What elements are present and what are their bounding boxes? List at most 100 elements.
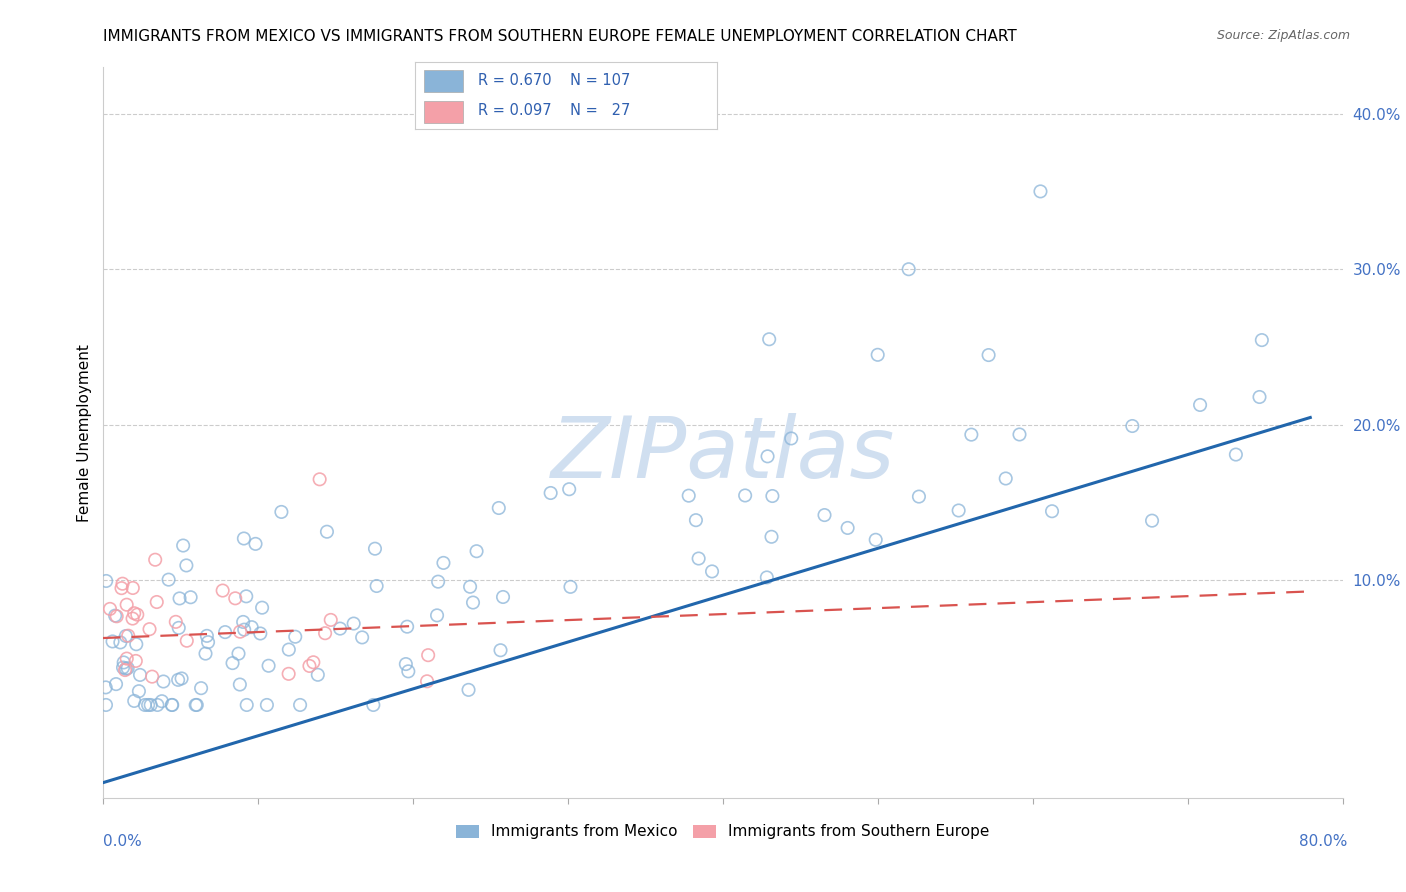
Point xyxy=(104,608,127,623)
Legend: Immigrants from Mexico, Immigrants from Southern Europe: Immigrants from Mexico, Immigrants from … xyxy=(450,818,995,846)
Point xyxy=(150,694,173,708)
Point xyxy=(111,576,134,591)
Point xyxy=(277,642,299,657)
Point xyxy=(1250,333,1272,347)
Point xyxy=(114,663,136,677)
Point xyxy=(139,698,162,712)
Point xyxy=(363,698,385,712)
Point xyxy=(492,590,515,604)
Point xyxy=(461,595,484,609)
Point xyxy=(308,472,330,486)
Point xyxy=(284,630,307,644)
Point xyxy=(96,574,118,588)
Point xyxy=(558,482,581,496)
Point xyxy=(489,643,512,657)
Point xyxy=(110,635,132,649)
Point xyxy=(125,654,148,668)
Point xyxy=(232,532,254,546)
Point xyxy=(1029,185,1052,199)
Point xyxy=(758,332,780,346)
Point xyxy=(416,674,439,689)
Point xyxy=(540,486,562,500)
Point xyxy=(560,580,582,594)
Point xyxy=(101,634,124,648)
Point xyxy=(314,626,336,640)
Point xyxy=(176,633,198,648)
Point xyxy=(685,513,707,527)
Point xyxy=(214,625,236,640)
Text: R = 0.670    N = 107: R = 0.670 N = 107 xyxy=(478,73,631,88)
Point xyxy=(257,658,280,673)
Point xyxy=(186,698,208,712)
Point xyxy=(122,606,145,620)
Point xyxy=(160,698,183,712)
Point xyxy=(678,489,700,503)
Point xyxy=(343,616,366,631)
Point xyxy=(780,432,803,446)
Point xyxy=(249,626,271,640)
Point xyxy=(167,673,190,687)
Point xyxy=(229,624,252,639)
Point xyxy=(180,591,202,605)
Point xyxy=(195,629,218,643)
Point xyxy=(761,489,783,503)
Point xyxy=(94,698,117,712)
Point xyxy=(1008,427,1031,442)
Point xyxy=(1225,448,1247,462)
Point xyxy=(688,551,710,566)
Point xyxy=(115,629,138,643)
Point xyxy=(160,698,183,712)
Point xyxy=(194,647,217,661)
Point xyxy=(117,629,139,643)
Point xyxy=(465,544,488,558)
Point xyxy=(396,665,419,679)
Point xyxy=(250,600,273,615)
Point xyxy=(298,659,321,673)
Point xyxy=(457,682,479,697)
Point xyxy=(366,579,388,593)
Point xyxy=(122,694,145,708)
Point xyxy=(418,648,440,662)
Point xyxy=(129,668,152,682)
Point xyxy=(364,541,387,556)
Point xyxy=(302,655,325,669)
Point xyxy=(143,552,166,566)
Point xyxy=(233,623,256,637)
Point xyxy=(866,348,889,362)
Point xyxy=(395,657,418,671)
Point xyxy=(813,508,835,522)
Point xyxy=(98,602,121,616)
Point xyxy=(117,661,139,675)
Point xyxy=(240,620,263,634)
Point xyxy=(948,503,970,517)
Point xyxy=(977,348,1000,362)
Point xyxy=(256,698,278,712)
Point xyxy=(228,647,250,661)
Point xyxy=(134,698,156,712)
Point xyxy=(1249,390,1271,404)
Point xyxy=(908,490,931,504)
Point xyxy=(112,660,135,674)
Point xyxy=(105,609,128,624)
Point xyxy=(756,450,779,464)
Point xyxy=(396,620,419,634)
Point xyxy=(319,613,342,627)
Point xyxy=(1121,419,1143,434)
FancyBboxPatch shape xyxy=(423,101,463,123)
Point xyxy=(221,656,243,670)
Point xyxy=(235,590,257,604)
Text: R = 0.097    N =   27: R = 0.097 N = 27 xyxy=(478,103,631,119)
Text: Source: ZipAtlas.com: Source: ZipAtlas.com xyxy=(1216,29,1350,42)
Point xyxy=(232,615,254,629)
Point xyxy=(432,556,454,570)
Point xyxy=(138,622,160,636)
Point xyxy=(152,674,174,689)
Point xyxy=(169,591,191,606)
Point xyxy=(121,611,143,625)
Text: IMMIGRANTS FROM MEXICO VS IMMIGRANTS FROM SOUTHERN EUROPE FEMALE UNEMPLOYMENT CO: IMMIGRANTS FROM MEXICO VS IMMIGRANTS FRO… xyxy=(103,29,1017,44)
Point xyxy=(115,662,138,676)
Point xyxy=(1040,504,1063,518)
Point xyxy=(125,637,148,651)
Point xyxy=(167,621,190,635)
Point xyxy=(172,539,194,553)
